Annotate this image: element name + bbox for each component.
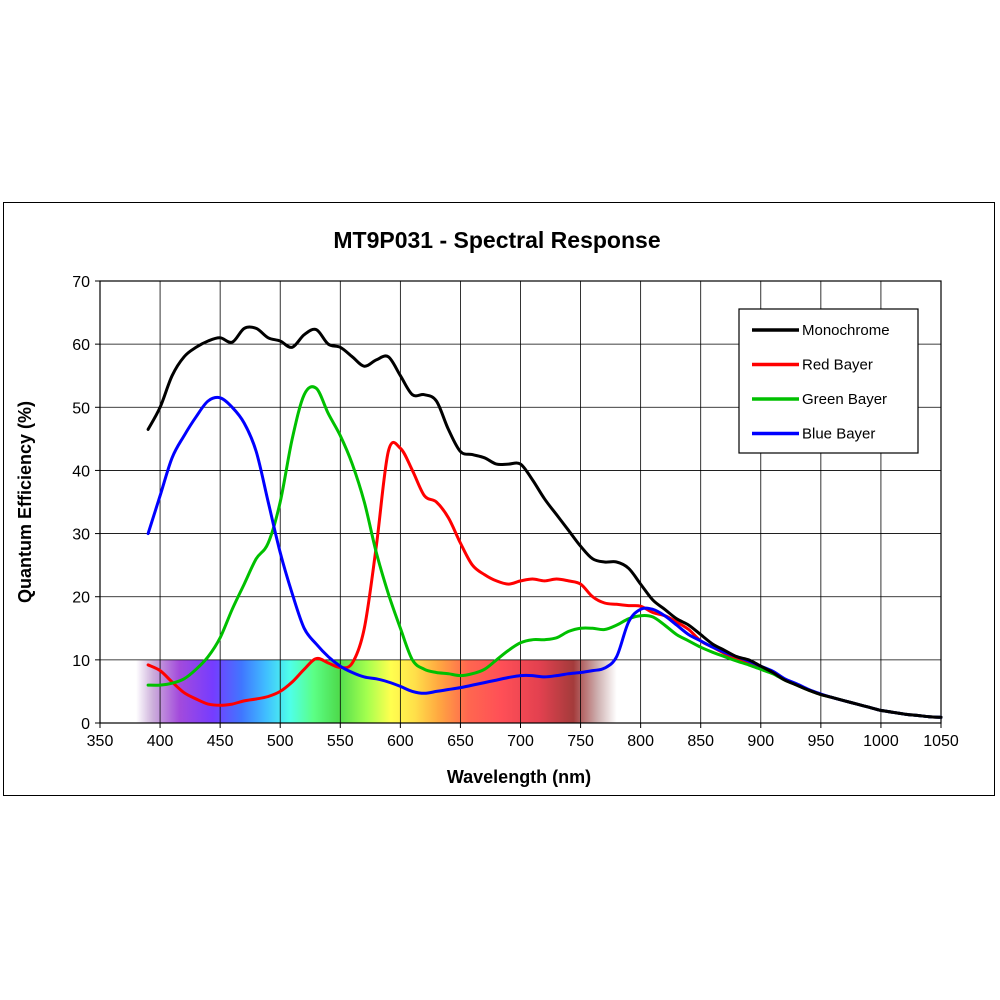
y-tick-label: 70 (72, 274, 90, 291)
data-series (146, 325, 943, 719)
legend-box (738, 308, 919, 454)
visible-spectrum-band (136, 659, 617, 723)
x-tick-label: 650 (447, 733, 474, 750)
y-tick-label: 40 (72, 463, 90, 480)
axis-ticks: 350 400 450 500 550 600 650 700 750 800 850 900 950 1… (72, 274, 959, 750)
x-tick-label: 950 (808, 733, 835, 750)
chart-frame: MT9P031 - Spectral Response 350 400 450 500… (3, 202, 995, 796)
chart-title: MT9P031 - Spectral Response (333, 227, 660, 253)
x-tick-label: 550 (327, 733, 354, 750)
spectrum-rect (136, 659, 617, 723)
y-tick-label: 50 (72, 400, 90, 417)
y-tick-label: 20 (72, 590, 90, 607)
x-tick-label: 1050 (923, 733, 959, 750)
legend-label-monochrome: Monochrome (802, 322, 890, 339)
y-tick-label: 10 (72, 653, 90, 670)
spectral-response-chart: MT9P031 - Spectral Response 350 400 450 500… (15, 227, 959, 787)
x-tick-label: 800 (627, 733, 654, 750)
x-tick-label: 900 (747, 733, 774, 750)
x-axis-label: Wavelength (nm) (447, 767, 591, 787)
x-tick-label: 600 (387, 733, 414, 750)
x-tick-label: 450 (207, 733, 234, 750)
y-tick-label: 30 (72, 527, 90, 544)
x-tick-label: 350 (87, 733, 114, 750)
x-tick-label: 750 (567, 733, 594, 750)
y-tick-label: 60 (72, 337, 90, 354)
x-tick-label: 700 (507, 733, 534, 750)
legend-label-green-bayer: Green Bayer (802, 391, 887, 408)
x-tick-label: 1000 (863, 733, 899, 750)
x-tick-label: 400 (147, 733, 174, 750)
legend-label-red-bayer: Red Bayer (802, 357, 873, 374)
x-tick-label: 850 (687, 733, 714, 750)
legend: Monochrome Red Bayer Green Bayer Blue Bayer (738, 308, 919, 454)
series-line-monochrome (146, 325, 943, 719)
x-tick-label: 500 (267, 733, 294, 750)
y-tick-label: 0 (81, 716, 90, 733)
y-axis-label: Quantum Efficiency (%) (15, 401, 35, 603)
legend-label-blue-bayer: Blue Bayer (802, 426, 875, 443)
